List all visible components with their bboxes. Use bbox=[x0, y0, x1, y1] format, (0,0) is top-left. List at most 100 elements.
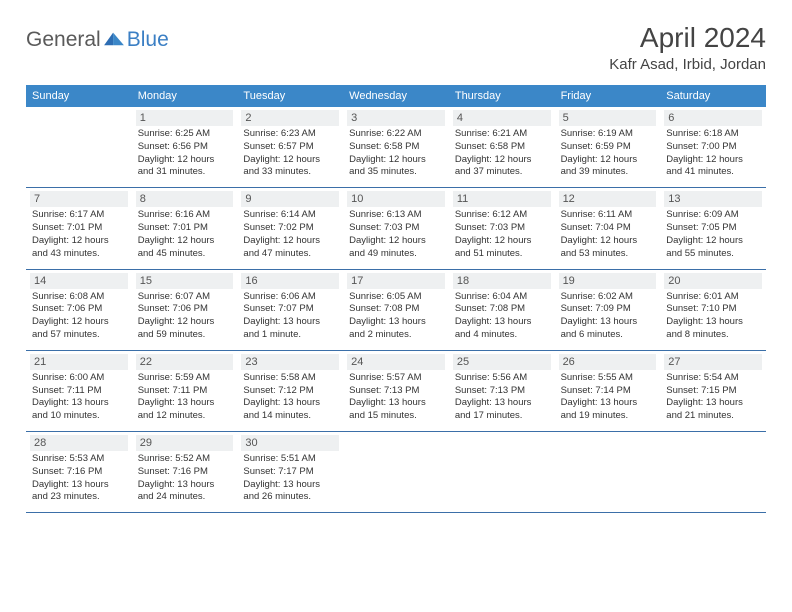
day-number: 19 bbox=[559, 273, 657, 289]
location-label: Kafr Asad, Irbid, Jordan bbox=[609, 56, 766, 73]
day-info-line: Sunset: 7:10 PM bbox=[664, 303, 762, 316]
day-info-line: Sunset: 7:03 PM bbox=[453, 222, 551, 235]
calendar-cell: 12Sunrise: 6:11 AMSunset: 7:04 PMDayligh… bbox=[555, 188, 661, 268]
dow-wednesday: Wednesday bbox=[343, 85, 449, 107]
day-info-line: Daylight: 12 hours bbox=[136, 154, 234, 167]
day-number: 29 bbox=[136, 435, 234, 451]
day-info-line: and 6 minutes. bbox=[559, 329, 657, 342]
day-info-line: Daylight: 12 hours bbox=[559, 235, 657, 248]
day-info-line: Sunrise: 6:12 AM bbox=[453, 209, 551, 222]
day-info-line: Daylight: 13 hours bbox=[30, 479, 128, 492]
day-info-line: and 21 minutes. bbox=[664, 410, 762, 423]
logo-word-2: Blue bbox=[127, 28, 169, 52]
calendar-cell: 9Sunrise: 6:14 AMSunset: 7:02 PMDaylight… bbox=[237, 188, 343, 268]
day-info-line: Sunrise: 6:02 AM bbox=[559, 291, 657, 304]
day-info-line: Daylight: 13 hours bbox=[30, 397, 128, 410]
day-info-line: Sunrise: 5:52 AM bbox=[136, 453, 234, 466]
day-number: 28 bbox=[30, 435, 128, 451]
day-info-line: Daylight: 13 hours bbox=[347, 397, 445, 410]
day-info-line: Sunset: 7:04 PM bbox=[559, 222, 657, 235]
day-info-line: Sunset: 7:11 PM bbox=[30, 385, 128, 398]
day-number: 10 bbox=[347, 191, 445, 207]
logo-mark-icon bbox=[103, 29, 125, 52]
day-info-line: and 17 minutes. bbox=[453, 410, 551, 423]
day-number: 7 bbox=[30, 191, 128, 207]
calendar-cell: 3Sunrise: 6:22 AMSunset: 6:58 PMDaylight… bbox=[343, 107, 449, 187]
day-info-line: and 53 minutes. bbox=[559, 248, 657, 261]
day-info-line: Daylight: 13 hours bbox=[664, 397, 762, 410]
day-info-line: Sunrise: 6:06 AM bbox=[241, 291, 339, 304]
day-number: 13 bbox=[664, 191, 762, 207]
day-info-line: Daylight: 12 hours bbox=[241, 154, 339, 167]
day-info-line: Sunrise: 6:04 AM bbox=[453, 291, 551, 304]
calendar-cell bbox=[343, 432, 449, 512]
day-info-line: Sunset: 7:13 PM bbox=[453, 385, 551, 398]
day-info-line: Daylight: 12 hours bbox=[241, 235, 339, 248]
day-info-line: and 41 minutes. bbox=[664, 166, 762, 179]
day-info-line: Sunrise: 6:16 AM bbox=[136, 209, 234, 222]
calendar-cell: 20Sunrise: 6:01 AMSunset: 7:10 PMDayligh… bbox=[660, 270, 766, 350]
day-info-line: Daylight: 12 hours bbox=[347, 235, 445, 248]
day-info-line: and 47 minutes. bbox=[241, 248, 339, 261]
day-info-line: and 59 minutes. bbox=[136, 329, 234, 342]
day-info-line: and 26 minutes. bbox=[241, 491, 339, 504]
day-info-line: Daylight: 12 hours bbox=[30, 235, 128, 248]
dow-tuesday: Tuesday bbox=[237, 85, 343, 107]
day-info-line: and 37 minutes. bbox=[453, 166, 551, 179]
day-info-line: Daylight: 12 hours bbox=[30, 316, 128, 329]
day-info-line: and 45 minutes. bbox=[136, 248, 234, 261]
day-info-line: Sunrise: 6:05 AM bbox=[347, 291, 445, 304]
day-number: 22 bbox=[136, 354, 234, 370]
calendar-cell: 21Sunrise: 6:00 AMSunset: 7:11 PMDayligh… bbox=[26, 351, 132, 431]
calendar-cell: 13Sunrise: 6:09 AMSunset: 7:05 PMDayligh… bbox=[660, 188, 766, 268]
day-info-line: Sunrise: 6:25 AM bbox=[136, 128, 234, 141]
day-number: 5 bbox=[559, 110, 657, 126]
calendar-cell: 2Sunrise: 6:23 AMSunset: 6:57 PMDaylight… bbox=[237, 107, 343, 187]
calendar-cell: 15Sunrise: 6:07 AMSunset: 7:06 PMDayligh… bbox=[132, 270, 238, 350]
day-info-line: Daylight: 13 hours bbox=[664, 316, 762, 329]
calendar-cell: 25Sunrise: 5:56 AMSunset: 7:13 PMDayligh… bbox=[449, 351, 555, 431]
day-info-line: Sunrise: 6:21 AM bbox=[453, 128, 551, 141]
dow-thursday: Thursday bbox=[449, 85, 555, 107]
day-info-line: Sunset: 7:01 PM bbox=[136, 222, 234, 235]
day-info-line: Sunrise: 6:08 AM bbox=[30, 291, 128, 304]
day-info-line: Sunset: 6:59 PM bbox=[559, 141, 657, 154]
day-info-line: Sunrise: 5:55 AM bbox=[559, 372, 657, 385]
day-info-line: Sunset: 7:07 PM bbox=[241, 303, 339, 316]
day-info-line: Daylight: 13 hours bbox=[136, 479, 234, 492]
day-info-line: Sunrise: 6:23 AM bbox=[241, 128, 339, 141]
day-info-line: Daylight: 13 hours bbox=[453, 316, 551, 329]
day-number: 4 bbox=[453, 110, 551, 126]
day-number: 12 bbox=[559, 191, 657, 207]
day-info-line: Sunset: 7:08 PM bbox=[347, 303, 445, 316]
calendar-week: 14Sunrise: 6:08 AMSunset: 7:06 PMDayligh… bbox=[26, 270, 766, 351]
day-number: 16 bbox=[241, 273, 339, 289]
day-info-line: Daylight: 13 hours bbox=[241, 397, 339, 410]
calendar-cell: 4Sunrise: 6:21 AMSunset: 6:58 PMDaylight… bbox=[449, 107, 555, 187]
header: General Blue April 2024 Kafr Asad, Irbid… bbox=[26, 22, 766, 73]
day-info-line: Sunrise: 6:22 AM bbox=[347, 128, 445, 141]
day-number: 17 bbox=[347, 273, 445, 289]
calendar-cell: 18Sunrise: 6:04 AMSunset: 7:08 PMDayligh… bbox=[449, 270, 555, 350]
day-info-line: Daylight: 13 hours bbox=[453, 397, 551, 410]
day-info-line: and 55 minutes. bbox=[664, 248, 762, 261]
day-info-line: Sunset: 6:58 PM bbox=[453, 141, 551, 154]
day-number: 9 bbox=[241, 191, 339, 207]
calendar-week: 21Sunrise: 6:00 AMSunset: 7:11 PMDayligh… bbox=[26, 351, 766, 432]
page-title: April 2024 bbox=[609, 22, 766, 54]
day-info-line: and 39 minutes. bbox=[559, 166, 657, 179]
day-number: 14 bbox=[30, 273, 128, 289]
day-info-line: and 4 minutes. bbox=[453, 329, 551, 342]
day-number: 23 bbox=[241, 354, 339, 370]
day-info-line: Daylight: 13 hours bbox=[559, 316, 657, 329]
day-info-line: and 35 minutes. bbox=[347, 166, 445, 179]
dow-sunday: Sunday bbox=[26, 85, 132, 107]
calendar-cell bbox=[555, 432, 661, 512]
day-info-line: Sunset: 7:11 PM bbox=[136, 385, 234, 398]
day-info-line: Sunset: 7:01 PM bbox=[30, 222, 128, 235]
day-info-line: Sunset: 7:09 PM bbox=[559, 303, 657, 316]
calendar-cell: 16Sunrise: 6:06 AMSunset: 7:07 PMDayligh… bbox=[237, 270, 343, 350]
day-info-line: Sunset: 7:16 PM bbox=[30, 466, 128, 479]
calendar-cell: 23Sunrise: 5:58 AMSunset: 7:12 PMDayligh… bbox=[237, 351, 343, 431]
day-info-line: Sunrise: 5:53 AM bbox=[30, 453, 128, 466]
